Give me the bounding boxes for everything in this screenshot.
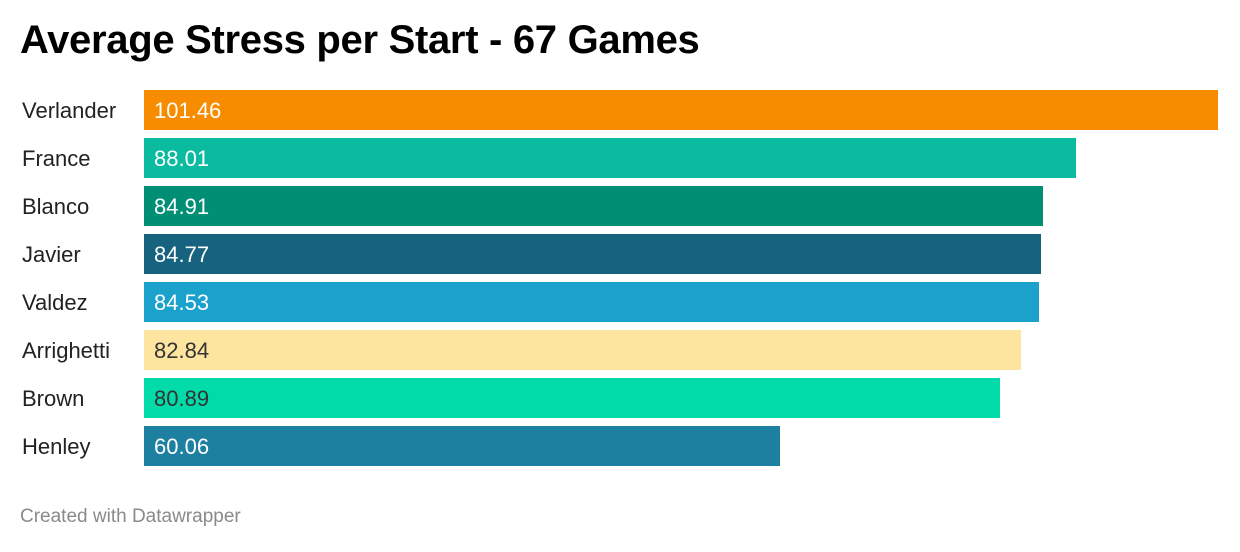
category-label-arrighetti: Arrighetti (22, 338, 110, 363)
bar-brown (144, 378, 1000, 418)
category-label-verlander: Verlander (22, 98, 116, 123)
bar-javier (144, 234, 1041, 274)
chart-title: Average Stress per Start - 67 Games (20, 18, 700, 62)
value-label-henley: 60.06 (154, 434, 209, 459)
bar-chart: Verlander 101.46 France 88.01 Blanco 84.91 Jav… (22, 90, 1218, 466)
value-label-arrighetti: 82.84 (154, 338, 209, 363)
value-label-verlander: 101.46 (154, 98, 221, 123)
category-label-javier: Javier (22, 242, 81, 267)
bar-france (144, 138, 1076, 178)
bar-valdez (144, 282, 1039, 322)
value-label-brown: 80.89 (154, 386, 209, 411)
category-label-france: France (22, 146, 90, 171)
datawrapper-credit: Created with Datawrapper (20, 506, 241, 527)
category-label-henley: Henley (22, 434, 90, 459)
category-label-blanco: Blanco (22, 194, 89, 219)
category-label-brown: Brown (22, 386, 84, 411)
value-label-valdez: 84.53 (154, 290, 209, 315)
category-label-valdez: Valdez (22, 290, 88, 315)
bar-blanco (144, 186, 1043, 226)
value-label-france: 88.01 (154, 146, 209, 171)
bar-henley (144, 426, 780, 466)
bar-verlander (144, 90, 1218, 130)
value-label-javier: 84.77 (154, 242, 209, 267)
value-label-blanco: 84.91 (154, 194, 209, 219)
bar-arrighetti (144, 330, 1021, 370)
